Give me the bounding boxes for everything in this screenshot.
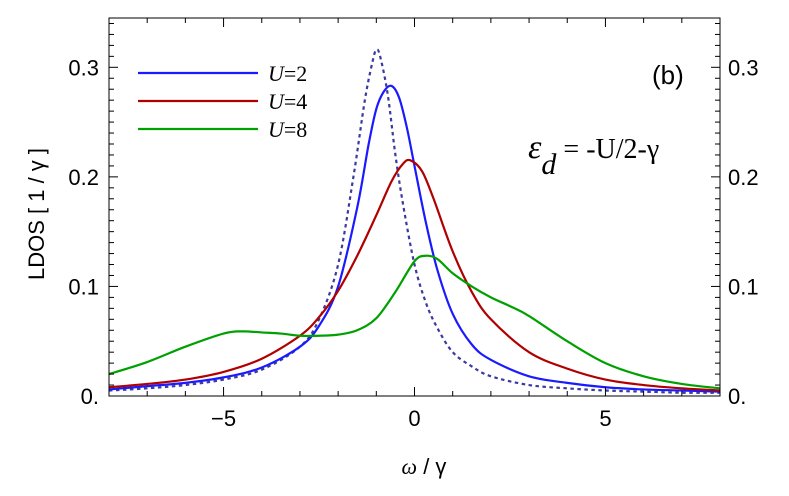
- legend-label: U=2: [268, 61, 307, 86]
- x-tick-label: −5: [211, 406, 236, 431]
- series-line-reference: [109, 48, 720, 394]
- formula-subscript: d: [541, 148, 557, 181]
- x-axis-symbol: ω: [402, 454, 418, 479]
- plot-frame: [108, 17, 721, 397]
- y-tick-label-right: 0.3: [728, 55, 759, 80]
- series-line-u-2: [109, 84, 720, 393]
- legend: U=2 U=4 U=8: [138, 61, 307, 142]
- x-axis-label: ω / γ: [402, 454, 447, 479]
- legend-label: U=8: [268, 117, 307, 142]
- panel-label: (b): [652, 60, 684, 90]
- y-tick-label-left: 0.2: [68, 165, 99, 190]
- axes: [108, 17, 721, 397]
- y-tick-label-right: 0.2: [728, 165, 759, 190]
- y-axis-label: LDOS [ 1 / γ ]: [24, 148, 49, 280]
- formula-annotation: εd = -U/2-γ: [528, 129, 659, 181]
- y-tick-label-right: 0.1: [728, 274, 759, 299]
- x-tick-label: 5: [599, 406, 611, 431]
- series-line-u-8: [109, 254, 720, 390]
- formula-epsilon: ε: [528, 129, 542, 166]
- legend-label: U=4: [268, 89, 307, 114]
- plot-lines: [109, 48, 720, 394]
- formula-rest: = -U/2-γ: [556, 134, 659, 165]
- y-tick-label-left: 0.1: [68, 274, 99, 299]
- y-tick-label-right: 0.: [728, 384, 746, 409]
- y-tick-label-left: 0.: [81, 384, 99, 409]
- series-line-u-4: [109, 158, 720, 392]
- x-axis-unit: / γ: [417, 454, 446, 479]
- y-tick-label-left: 0.3: [68, 55, 99, 80]
- ticks: −5 0 5 0. 0. 0.1 0.1 0.2 0.2 0.3 0.3: [68, 18, 759, 431]
- x-tick-label: 0: [408, 406, 420, 431]
